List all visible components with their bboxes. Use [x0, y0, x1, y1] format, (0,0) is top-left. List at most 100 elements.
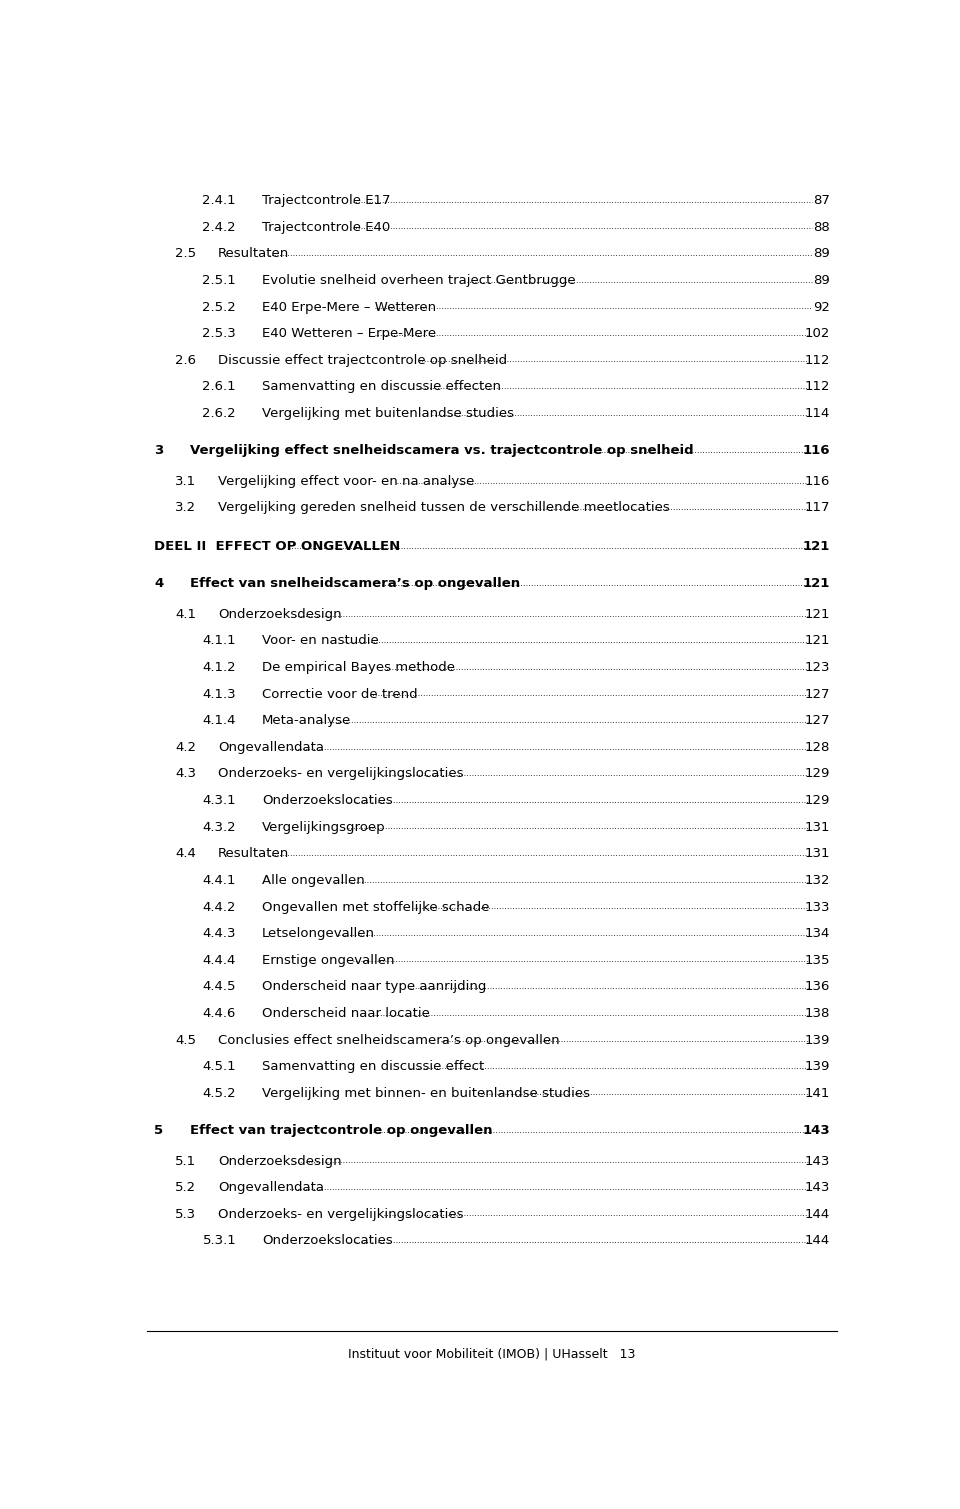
Text: 5.1: 5.1 [175, 1154, 196, 1168]
Text: Onderzoeksdesign: Onderzoeksdesign [218, 608, 342, 620]
Text: 143: 143 [803, 1124, 829, 1136]
Text: Resultaten: Resultaten [218, 247, 289, 261]
Text: Meta-analyse: Meta-analyse [262, 714, 351, 727]
Text: 4.4.1: 4.4.1 [203, 874, 236, 887]
Text: 134: 134 [804, 927, 829, 940]
Text: 88: 88 [813, 220, 829, 234]
Text: 121: 121 [804, 634, 829, 647]
Text: 5: 5 [155, 1124, 163, 1136]
Text: 92: 92 [813, 300, 829, 314]
Text: Resultaten: Resultaten [218, 848, 289, 860]
Text: 112: 112 [804, 380, 829, 394]
Text: 4.1.2: 4.1.2 [203, 661, 236, 675]
Text: 112: 112 [804, 353, 829, 367]
Text: 123: 123 [804, 661, 829, 675]
Text: Conclusies effect snelheidscamera’s op ongevallen: Conclusies effect snelheidscamera’s op o… [218, 1034, 560, 1047]
Text: Samenvatting en discussie effect: Samenvatting en discussie effect [262, 1061, 484, 1073]
Text: 127: 127 [804, 714, 829, 727]
Text: 4.3.1: 4.3.1 [203, 794, 236, 807]
Text: 135: 135 [804, 954, 829, 967]
Text: 5.3.1: 5.3.1 [203, 1234, 236, 1248]
Text: 131: 131 [804, 821, 829, 833]
Text: E40 Erpe-Mere – Wetteren: E40 Erpe-Mere – Wetteren [262, 300, 436, 314]
Text: 121: 121 [803, 540, 829, 552]
Text: Onderscheid naar type aanrijding: Onderscheid naar type aanrijding [262, 981, 487, 993]
Text: 4.3.2: 4.3.2 [203, 821, 236, 833]
Text: Trajectcontrole E40: Trajectcontrole E40 [262, 220, 390, 234]
Text: Ongevallendata: Ongevallendata [218, 1182, 324, 1194]
Text: 4.4.5: 4.4.5 [203, 981, 236, 993]
Text: 3.2: 3.2 [175, 501, 196, 515]
Text: Letselongevallen: Letselongevallen [262, 927, 375, 940]
Text: Evolutie snelheid overheen traject Gentbrugge: Evolutie snelheid overheen traject Gentb… [262, 275, 576, 287]
Text: 2.6.1: 2.6.1 [203, 380, 236, 394]
Text: Instituut voor Mobiliteit (IMOB) | UHasselt   13: Instituut voor Mobiliteit (IMOB) | UHass… [348, 1348, 636, 1361]
Text: Effect van trajectcontrole op ongevallen: Effect van trajectcontrole op ongevallen [190, 1124, 492, 1136]
Text: 144: 144 [804, 1207, 829, 1221]
Text: Vergelijking effect voor- en na analyse: Vergelijking effect voor- en na analyse [218, 475, 474, 487]
Text: 128: 128 [804, 741, 829, 754]
Text: 139: 139 [804, 1034, 829, 1047]
Text: 141: 141 [804, 1086, 829, 1100]
Text: Ongevallendata: Ongevallendata [218, 741, 324, 754]
Text: Onderzoekslocaties: Onderzoekslocaties [262, 794, 393, 807]
Text: 4.5: 4.5 [175, 1034, 196, 1047]
Text: Onderzoeks- en vergelijkingslocaties: Onderzoeks- en vergelijkingslocaties [218, 1207, 464, 1221]
Text: 4.4.4: 4.4.4 [203, 954, 236, 967]
Text: 116: 116 [804, 475, 829, 487]
Text: 121: 121 [804, 608, 829, 620]
Text: 127: 127 [804, 688, 829, 700]
Text: Trajectcontrole E17: Trajectcontrole E17 [262, 195, 391, 207]
Text: 2.6: 2.6 [175, 353, 196, 367]
Text: 4.1: 4.1 [175, 608, 196, 620]
Text: 4.2: 4.2 [175, 741, 196, 754]
Text: 117: 117 [804, 501, 829, 515]
Text: Correctie voor de trend: Correctie voor de trend [262, 688, 418, 700]
Text: 5.2: 5.2 [175, 1182, 196, 1194]
Text: 4.4.2: 4.4.2 [203, 901, 236, 913]
Text: 87: 87 [813, 195, 829, 207]
Text: 136: 136 [804, 981, 829, 993]
Text: 4.1.4: 4.1.4 [203, 714, 236, 727]
Text: 2.5: 2.5 [175, 247, 196, 261]
Text: Effect van snelheidscamera’s op ongevallen: Effect van snelheidscamera’s op ongevall… [190, 578, 520, 590]
Text: Samenvatting en discussie effecten: Samenvatting en discussie effecten [262, 380, 501, 394]
Text: Vergelijking met buitenlandse studies: Vergelijking met buitenlandse studies [262, 407, 514, 420]
Text: 4.5.2: 4.5.2 [203, 1086, 236, 1100]
Text: 5.3: 5.3 [175, 1207, 196, 1221]
Text: 143: 143 [804, 1182, 829, 1194]
Text: Onderzoeksdesign: Onderzoeksdesign [218, 1154, 342, 1168]
Text: Ernstige ongevallen: Ernstige ongevallen [262, 954, 395, 967]
Text: 138: 138 [804, 1007, 829, 1020]
Text: 132: 132 [804, 874, 829, 887]
Text: 133: 133 [804, 901, 829, 913]
Text: 4.1.3: 4.1.3 [203, 688, 236, 700]
Text: 2.5.1: 2.5.1 [203, 275, 236, 287]
Text: De empirical Bayes methode: De empirical Bayes methode [262, 661, 455, 675]
Text: 121: 121 [803, 578, 829, 590]
Text: 139: 139 [804, 1061, 829, 1073]
Text: 89: 89 [813, 247, 829, 261]
Text: Voor- en nastudie: Voor- en nastudie [262, 634, 379, 647]
Text: Onderzoeks- en vergelijkingslocaties: Onderzoeks- en vergelijkingslocaties [218, 768, 464, 780]
Text: 4.5.1: 4.5.1 [203, 1061, 236, 1073]
Text: 4.4: 4.4 [175, 848, 196, 860]
Text: 4.4.6: 4.4.6 [203, 1007, 236, 1020]
Text: 129: 129 [804, 794, 829, 807]
Text: 2.4.2: 2.4.2 [203, 220, 236, 234]
Text: 89: 89 [813, 275, 829, 287]
Text: Vergelijkingsgroep: Vergelijkingsgroep [262, 821, 386, 833]
Text: 4.1.1: 4.1.1 [203, 634, 236, 647]
Text: 2.5.2: 2.5.2 [203, 300, 236, 314]
Text: 4.3: 4.3 [175, 768, 196, 780]
Text: Vergelijking effect snelheidscamera vs. trajectcontrole op snelheid: Vergelijking effect snelheidscamera vs. … [190, 444, 693, 457]
Text: 2.6.2: 2.6.2 [203, 407, 236, 420]
Text: 131: 131 [804, 848, 829, 860]
Text: 4: 4 [155, 578, 163, 590]
Text: 114: 114 [804, 407, 829, 420]
Text: 2.4.1: 2.4.1 [203, 195, 236, 207]
Text: Onderscheid naar locatie: Onderscheid naar locatie [262, 1007, 430, 1020]
Text: 143: 143 [804, 1154, 829, 1168]
Text: Vergelijking met binnen- en buitenlandse studies: Vergelijking met binnen- en buitenlandse… [262, 1086, 590, 1100]
Text: DEEL II  EFFECT OP ONGEVALLEN: DEEL II EFFECT OP ONGEVALLEN [155, 540, 400, 552]
